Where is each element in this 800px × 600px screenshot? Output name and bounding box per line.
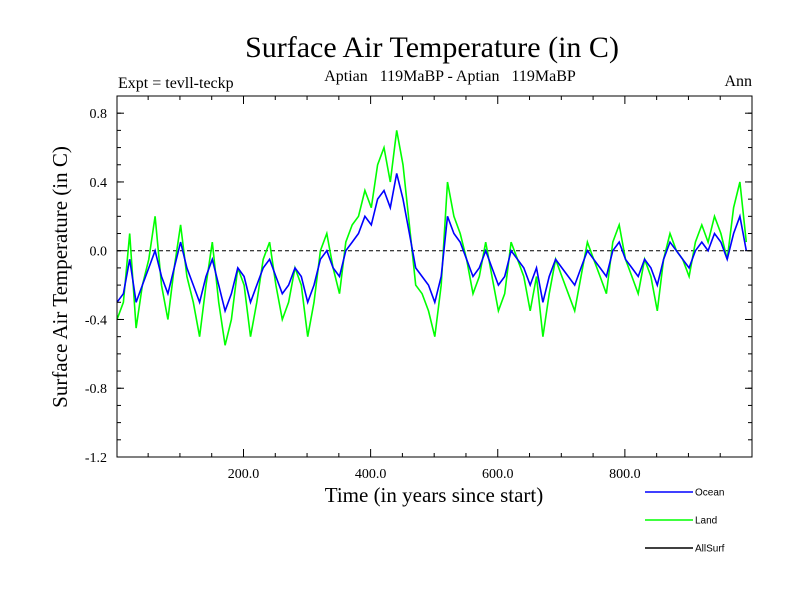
legend-label-allsurf: AllSurf (695, 544, 725, 555)
subtitle-expt: Expt = tevll-teckp (118, 75, 234, 92)
plot-area: -1.2 -0.8 -0.4 0.0 0.4 0.8 200.0 400.0 600.0 800.… (85, 95, 753, 482)
y-tick-label: -0.8 (85, 382, 107, 397)
y-tick-label: 0.8 (90, 107, 108, 122)
series-line-ocean (116, 173, 748, 314)
x-tick-label: 400.0 (355, 467, 387, 482)
legend: Ocean Land AllSurf (645, 488, 725, 555)
subtitle-season: Ann (724, 73, 752, 90)
legend-label-ocean: Ocean (695, 488, 724, 499)
x-tick-label: 600.0 (482, 467, 514, 482)
subtitle-period: Aptian 119MaBP - Aptian 119MaBP (324, 68, 576, 85)
plot-frame (116, 95, 753, 458)
y-axis-label: Surface Air Temperature (in C) (48, 146, 72, 408)
series-line-land (116, 130, 748, 346)
x-axis-label: Time (in years since start) (325, 483, 544, 507)
y-tick-label: -1.2 (85, 451, 107, 466)
y-tick-label: 0.0 (90, 245, 108, 260)
y-tick-label: -0.4 (85, 313, 107, 328)
y-tick-label: 0.4 (90, 176, 108, 191)
chart-title: Surface Air Temperature (in C) (245, 31, 619, 64)
legend-label-land: Land (695, 516, 717, 527)
series-layer (116, 130, 748, 346)
tick-layer: -1.2 -0.8 -0.4 0.0 0.4 0.8 200.0 400.0 600.0 800.… (85, 95, 752, 482)
x-tick-label: 800.0 (609, 467, 641, 482)
x-tick-label: 200.0 (228, 467, 260, 482)
